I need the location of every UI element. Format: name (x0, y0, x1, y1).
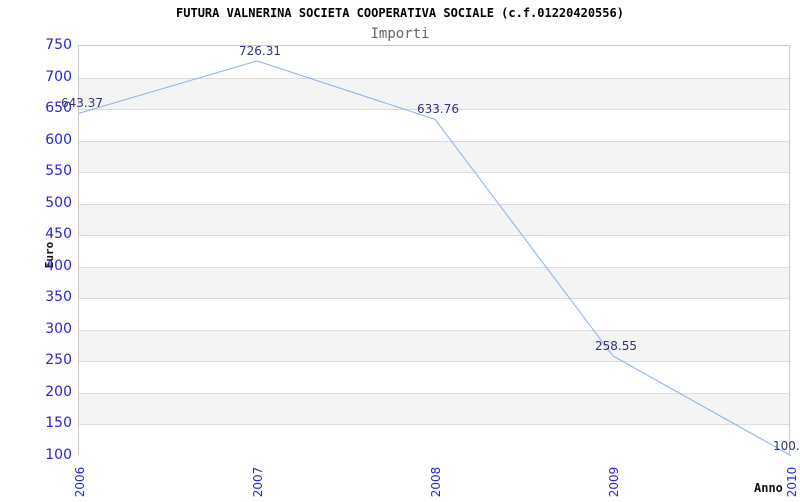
y-tick-label: 600 (45, 131, 72, 148)
plot-band (79, 46, 789, 78)
y-tick-label: 250 (45, 352, 72, 369)
y-tick-label: 550 (45, 163, 72, 180)
gridline (79, 235, 789, 237)
chart-title: FUTURA VALNERINA SOCIETA COOPERATIVA SOC… (176, 6, 624, 20)
y-tick-label: 150 (45, 415, 72, 432)
y-tick-label: 500 (45, 194, 72, 211)
y-tick-label: 400 (45, 257, 72, 274)
line-series-svg (78, 60, 792, 456)
y-tick-label: 750 (45, 37, 72, 53)
gridline (79, 424, 789, 426)
gridline (79, 329, 789, 331)
chart-subtitle: Importi (370, 26, 430, 42)
y-tick-label: 650 (45, 100, 72, 117)
x-tick-label: 2006 (73, 466, 87, 498)
plot-band (79, 203, 789, 236)
x-tick-label: 2010 (785, 466, 799, 498)
gridline (79, 77, 789, 79)
y-tick-label: 200 (45, 383, 72, 400)
data-line (78, 60, 792, 456)
x-axis-title: Anno (754, 481, 783, 495)
gridline (79, 172, 789, 174)
plot-area (78, 45, 792, 456)
gridline (79, 298, 789, 300)
y-tick-label: 700 (45, 68, 72, 85)
x-tick-label: 2007 (251, 466, 265, 498)
x-tick-label: 2008 (429, 466, 443, 498)
gridline (79, 361, 789, 363)
data-point-label: 726.31 (239, 43, 281, 58)
plot-band (79, 77, 789, 110)
data-point-label: 633.76 (417, 102, 459, 117)
plot-band (79, 172, 789, 204)
plot-band (79, 298, 789, 330)
plot-band (79, 361, 789, 393)
y-tick-label: 450 (45, 226, 72, 243)
gridline (79, 203, 789, 205)
x-tick-label: 2009 (607, 466, 621, 498)
gridline (79, 140, 789, 142)
plot-band (79, 109, 789, 141)
plot-band (79, 140, 789, 173)
gridline (79, 392, 789, 394)
y-tick-label: 350 (45, 289, 72, 306)
gridline (79, 109, 789, 111)
data-point-label: 100.73 (773, 438, 800, 453)
plot-band (79, 424, 789, 456)
data-point-label: 258.55 (595, 338, 637, 353)
plot-band (79, 329, 789, 362)
plot-band (79, 392, 789, 425)
plot-band (79, 235, 789, 267)
data-point-label: 643.37 (61, 96, 103, 111)
y-tick-label: 100 (45, 447, 72, 463)
y-tick-label: 300 (45, 320, 72, 337)
plot-band (79, 266, 789, 299)
gridline (79, 266, 789, 268)
